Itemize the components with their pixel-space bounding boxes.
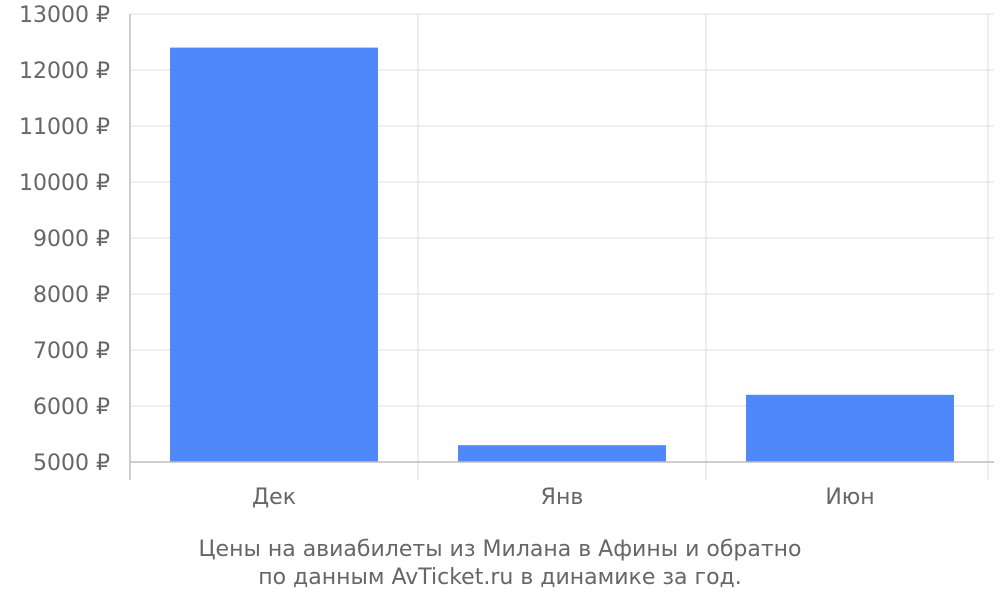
bar-Июн [746,394,954,462]
y-tick-label: 8000 ₽ [33,283,110,308]
x-tick-label: Янв [541,485,584,510]
y-tick-label: 10000 ₽ [19,171,110,196]
y-tick-label: 6000 ₽ [33,395,110,420]
y-tick-label: 9000 ₽ [33,227,110,252]
bar-Дек [170,47,378,462]
bar-Янв [458,445,666,462]
bars [170,47,954,462]
x-tick-label: Дек [252,485,296,510]
chart-caption-line-1: Цены на авиабилеты из Милана в Афины и о… [198,537,801,562]
axes [129,14,994,480]
y-tick-label: 11000 ₽ [19,115,110,140]
vertical-gridlines [417,14,989,480]
y-tick-label: 5000 ₽ [33,451,110,476]
x-axis-ticks: Дек Янв Июн [252,485,875,510]
y-tick-label: 13000 ₽ [19,3,110,28]
y-tick-label: 12000 ₽ [19,59,110,84]
chart-caption-line-2: по данным AvTicket.ru в динамике за год. [258,565,742,590]
x-tick-label: Июн [825,485,874,510]
y-tick-label: 7000 ₽ [33,339,110,364]
y-axis-ticks: 5000 ₽ 6000 ₽ 7000 ₽ 8000 ₽ 9000 ₽ 10000 ₽ 110… [19,3,110,476]
